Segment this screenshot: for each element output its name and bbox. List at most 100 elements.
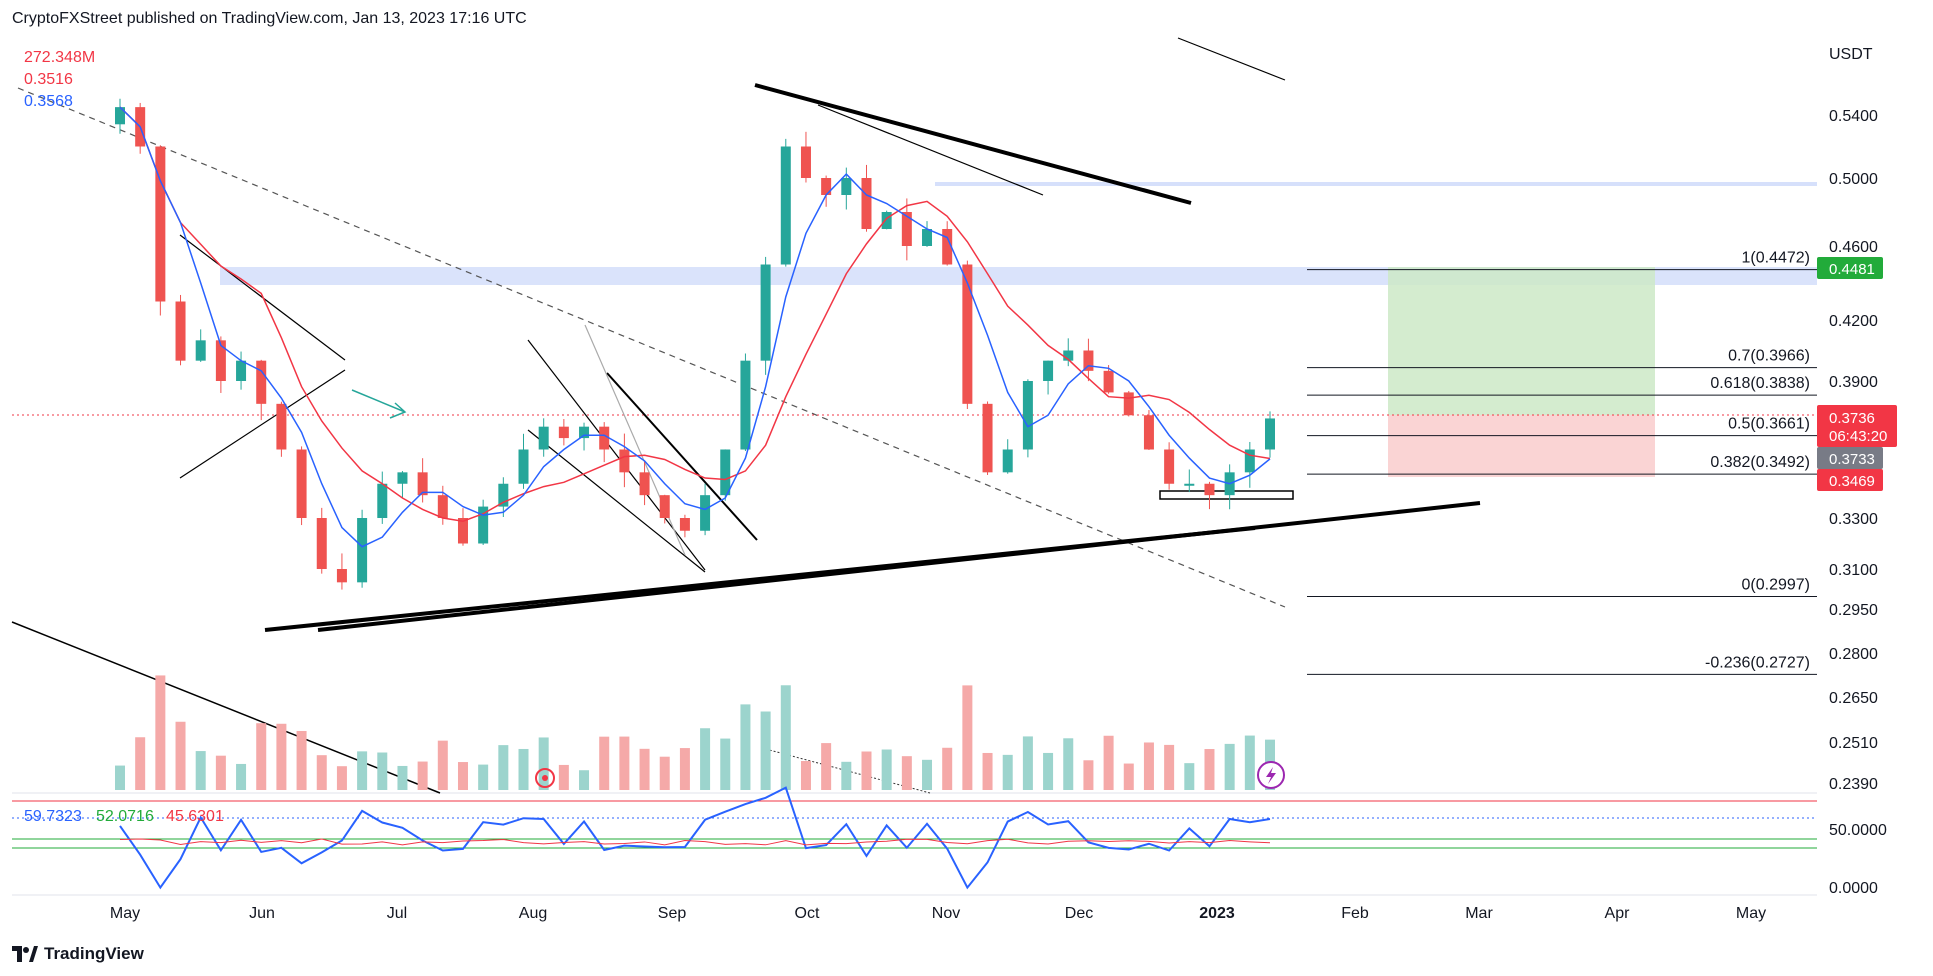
badge-stop xyxy=(1817,469,1883,491)
candle-body xyxy=(881,212,892,229)
price-chart[interactable]: 1(0.4472) 0.7(0.3966) 0.618(0.3838) 0.5(0.3… xyxy=(0,0,1933,930)
candle-body xyxy=(478,506,489,544)
volume-bar xyxy=(558,764,569,790)
time-axis[interactable]: May Jun Jul Aug Sep Oct Nov Dec 2023 Feb Mar Apr May xyxy=(110,905,1766,922)
candle-body xyxy=(1184,483,1195,486)
candle-body xyxy=(1164,449,1175,484)
currency-label: USDT xyxy=(1829,46,1873,63)
time-tick-label: Jul xyxy=(387,905,407,922)
fib-level-label: 0.5(0.3661) xyxy=(1728,416,1810,433)
volume-bar xyxy=(619,736,630,790)
time-tick-label: May xyxy=(110,905,140,922)
time-tick-label: Aug xyxy=(519,905,547,922)
volume-bar xyxy=(1063,738,1074,790)
volume-bar xyxy=(437,740,448,790)
candle-body xyxy=(780,146,791,265)
ma-blue-line xyxy=(119,106,1271,548)
volume-bar xyxy=(1143,742,1154,790)
teal-arrow xyxy=(351,389,407,419)
candle-body xyxy=(901,212,912,246)
volume-bar xyxy=(841,761,852,790)
badge-last-text: 0.3736 xyxy=(1829,410,1875,427)
fibonacci-retracement[interactable]: 1(0.4472) 0.7(0.3966) 0.618(0.3838) 0.5(0.3… xyxy=(1307,250,1817,675)
fib-level-label: 0.7(0.3966) xyxy=(1728,348,1810,365)
price-axis[interactable]: 0.5400 0.5000 0.4600 0.4200 0.3900 0.3300 0.31… xyxy=(1829,108,1878,793)
candle-body xyxy=(1123,392,1134,416)
fib-level-label: 0.618(0.3838) xyxy=(1710,375,1810,392)
time-tick-label: Nov xyxy=(932,905,960,922)
candle-body xyxy=(982,403,993,473)
candle-body xyxy=(1002,449,1013,473)
rsi-tick-0: 0.0000 xyxy=(1829,880,1878,897)
time-tick-label: Sep xyxy=(658,905,687,922)
volume-bar xyxy=(1244,735,1255,790)
candle-body xyxy=(841,178,852,195)
volume-bar xyxy=(700,728,711,790)
badge-stop-text: 0.3469 xyxy=(1829,473,1875,490)
volume-bar xyxy=(679,748,690,790)
event-marker-inner xyxy=(542,775,548,781)
price-tick-label: 0.5400 xyxy=(1829,108,1878,125)
tradingview-brand: TradingView xyxy=(44,944,144,963)
legend-ma-red: 0.3516 xyxy=(24,71,73,88)
candle-body xyxy=(821,178,832,195)
candle-body xyxy=(800,146,811,178)
volume-bar xyxy=(236,763,247,790)
volume-bar xyxy=(1204,749,1215,790)
volume-bar xyxy=(800,761,811,790)
volume-bar xyxy=(1184,763,1195,790)
candle-body xyxy=(579,426,590,439)
price-tick-label: 0.2800 xyxy=(1829,646,1878,663)
badge-countdown-text: 06:43:20 xyxy=(1829,428,1887,445)
time-tick-label: Dec xyxy=(1065,905,1093,922)
volume-bar xyxy=(861,751,872,790)
volume-bar xyxy=(417,761,428,790)
fib-level-label: 0(0.2997) xyxy=(1742,576,1811,593)
candle-body xyxy=(276,403,287,450)
volume-bar xyxy=(195,751,206,790)
volume-bar xyxy=(760,711,771,790)
volume-bar xyxy=(478,764,489,790)
volume-bar xyxy=(1103,735,1114,790)
candle-body xyxy=(1265,418,1275,450)
volume-bar xyxy=(377,752,388,790)
candle-body xyxy=(236,360,247,381)
time-tick-label: 2023 xyxy=(1199,905,1235,922)
time-tick-label: Apr xyxy=(1605,905,1631,922)
volume-bar xyxy=(1043,752,1054,790)
candle-body xyxy=(215,340,226,381)
event-marker-icon[interactable] xyxy=(535,768,555,788)
volume-bar xyxy=(740,704,751,790)
volume-bar xyxy=(821,743,832,790)
candle-body xyxy=(558,426,569,439)
volume-bar xyxy=(780,685,791,790)
upper-trendline-thin xyxy=(817,104,1044,196)
candle-body xyxy=(942,229,953,265)
candle-body xyxy=(922,229,933,246)
candle-body xyxy=(1244,449,1255,473)
dashed-trendline xyxy=(17,87,1286,608)
price-tick-label: 0.3300 xyxy=(1829,511,1878,528)
volume-bar xyxy=(538,737,549,790)
candle-body xyxy=(195,340,206,361)
tradingview-logo-icon xyxy=(12,946,38,962)
time-tick-label: Feb xyxy=(1341,905,1369,922)
rsi-ma-line xyxy=(119,838,1271,846)
candle-body xyxy=(397,472,408,484)
badge-ma xyxy=(1817,447,1883,469)
volume-bar xyxy=(1123,763,1134,790)
candle-body xyxy=(336,569,347,583)
price-tick-label: 0.3900 xyxy=(1829,374,1878,391)
badge-target xyxy=(1817,257,1883,279)
price-tick-label: 0.5000 xyxy=(1829,171,1878,188)
candle-body xyxy=(538,426,549,450)
fib-level-label: 0.382(0.3492) xyxy=(1710,454,1810,471)
tradingview-footer[interactable]: TradingView xyxy=(12,944,144,964)
rsi-line xyxy=(119,786,1271,890)
fib-level-label: -0.236(0.2727) xyxy=(1705,654,1810,671)
candle-body xyxy=(1204,483,1215,496)
volume-bar xyxy=(659,756,670,790)
volume-bars xyxy=(115,675,1275,790)
top-right-trendline xyxy=(1177,37,1286,81)
legend-volume: 272.348M xyxy=(24,49,95,66)
